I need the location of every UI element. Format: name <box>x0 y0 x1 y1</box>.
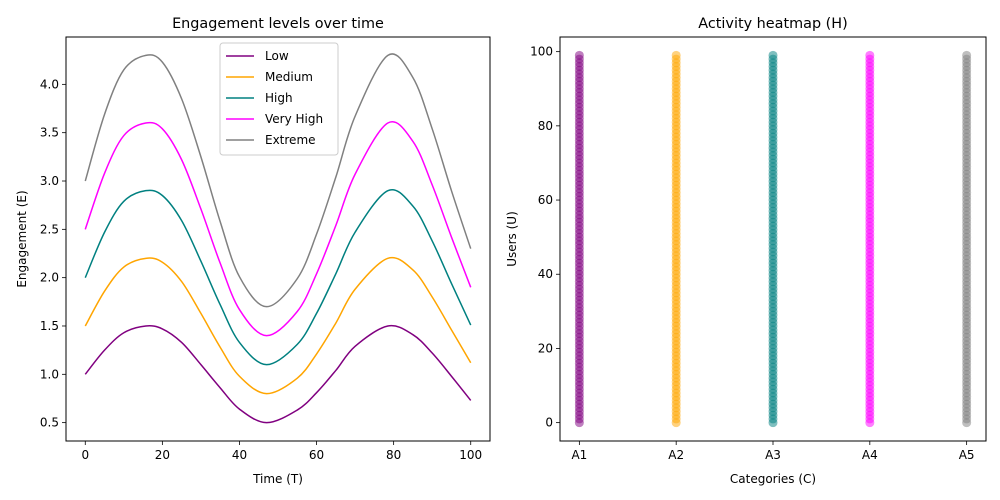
legend-label: Low <box>265 49 289 63</box>
line-chart-x-label: Time (T) <box>252 472 303 486</box>
y-tick-label: 0.5 <box>40 416 59 430</box>
y-tick-label: 0 <box>545 416 553 430</box>
scatter-point <box>768 50 778 60</box>
scatter-point <box>671 50 681 60</box>
series-line-medium <box>84 256 472 395</box>
y-tick-label: 2.0 <box>40 271 59 285</box>
scatter-chart-frame <box>559 36 987 442</box>
line-chart-y-label: Engagement (E) <box>15 190 29 287</box>
scatter-series-a3 <box>768 50 778 428</box>
scatter-point <box>865 50 875 60</box>
scatter-chart-x-ticks: A1 A2 A3 A4 A5 <box>571 441 975 462</box>
series-line-very-high <box>84 121 472 337</box>
line-chart-title: Engagement levels over time <box>172 16 384 32</box>
legend-label: Very High <box>265 112 323 126</box>
y-tick-label: 1.0 <box>40 367 59 381</box>
series-line-high <box>84 188 472 366</box>
line-chart-panel: Engagement levels over time 0 20 40 60 80 100… <box>15 16 491 486</box>
scatter-series-a1 <box>574 50 584 428</box>
scatter-point <box>962 50 972 60</box>
y-tick-label: 40 <box>538 267 553 281</box>
scatter-points-group <box>574 50 972 428</box>
x-tick-label: 80 <box>386 448 401 462</box>
line-chart-y-ticks: 0.5 1.0 1.5 2.0 2.5 3.0 3.5 4.0 <box>40 77 66 430</box>
line-series-group <box>84 53 472 424</box>
y-tick-label: 1.5 <box>40 319 59 333</box>
legend-frame <box>219 42 339 156</box>
x-tick-label: A4 <box>862 448 878 462</box>
y-tick-label: 60 <box>538 193 553 207</box>
x-tick-label: 40 <box>232 448 247 462</box>
y-tick-label: 20 <box>538 341 553 355</box>
x-tick-label: 60 <box>309 448 324 462</box>
x-tick-label: A5 <box>959 448 975 462</box>
x-tick-label: A2 <box>668 448 684 462</box>
line-chart-legend: Low Medium High Very High Extreme <box>219 42 339 156</box>
scatter-chart-panel: Activity heatmap (H) A1 A2 A3 A4 A5 0 20 40 60 8… <box>505 16 987 486</box>
legend-label: Extreme <box>265 133 316 147</box>
x-tick-label: 0 <box>81 448 89 462</box>
scatter-chart-y-ticks: 0 20 40 60 80 100 <box>530 45 560 430</box>
line-chart-frame <box>65 36 491 442</box>
scatter-chart-x-label: Categories (C) <box>730 472 816 486</box>
series-line-extreme <box>84 53 472 308</box>
y-tick-label: 3.0 <box>40 174 59 188</box>
y-tick-label: 100 <box>530 45 553 59</box>
legend-label: Medium <box>265 70 313 84</box>
y-tick-label: 4.0 <box>40 77 59 91</box>
x-tick-label: 100 <box>459 448 482 462</box>
scatter-series-a2 <box>671 50 681 428</box>
series-line-low <box>84 324 472 424</box>
y-tick-label: 3.5 <box>40 126 59 140</box>
scatter-series-a4 <box>865 50 875 428</box>
scatter-point <box>574 50 584 60</box>
scatter-series-a5 <box>962 50 972 428</box>
legend-label: High <box>265 91 293 105</box>
y-tick-label: 2.5 <box>40 222 59 236</box>
scatter-chart-y-label: Users (U) <box>505 211 519 267</box>
line-chart-x-ticks: 0 20 40 60 80 100 <box>81 441 482 462</box>
x-tick-label: A3 <box>765 448 781 462</box>
scatter-chart-title: Activity heatmap (H) <box>698 16 847 32</box>
x-tick-label: 20 <box>155 448 170 462</box>
x-tick-label: A1 <box>571 448 587 462</box>
y-tick-label: 80 <box>538 119 553 133</box>
